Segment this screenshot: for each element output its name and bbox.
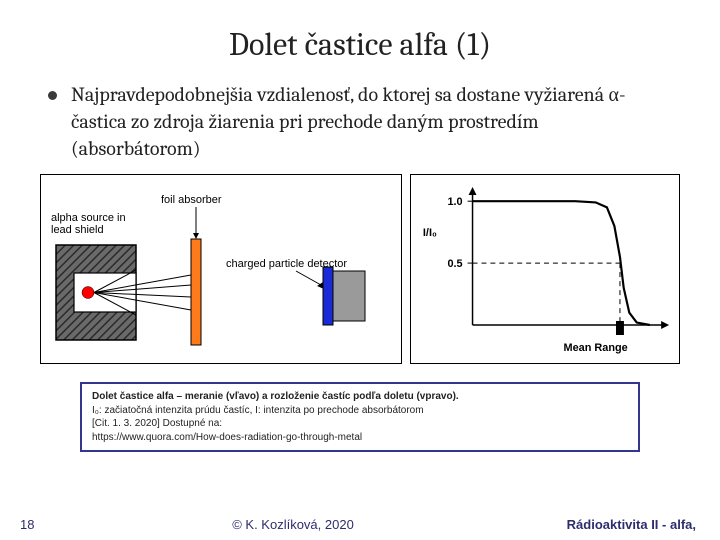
caption-link: https://www.quora.com/How-does-radiation…: [92, 432, 362, 443]
svg-text:I/I₀: I/I₀: [423, 227, 437, 239]
bullet-dot-icon: [48, 91, 57, 100]
diagram-left: alpha source inlead shieldfoil absorberc…: [40, 174, 402, 364]
chart-right: 1.0 0.5 I/I₀ Mean Range: [410, 174, 680, 364]
svg-text:lead shield: lead shield: [51, 224, 104, 236]
slide-footer: 18 © K. Kozlíková, 2020 Rádioaktivita II…: [0, 517, 720, 532]
svg-text:0.5: 0.5: [447, 258, 462, 270]
slide-title: Dolet častice alfa (1): [40, 26, 680, 63]
caption-title: Dolet častice alfa – meranie (vľavo) a r…: [92, 391, 459, 402]
svg-text:Mean Range: Mean Range: [564, 342, 628, 354]
page-number: 18: [20, 517, 60, 532]
figure-row: alpha source inlead shieldfoil absorberc…: [40, 174, 680, 364]
svg-text:foil absorber: foil absorber: [161, 194, 222, 206]
svg-text:1.0: 1.0: [447, 196, 462, 208]
footer-section: Rádioaktivita II - alfa,: [526, 517, 696, 532]
caption-line-2: I₀: začiatočná intenzita prúdu častíc, I…: [92, 405, 424, 416]
figure-caption: Dolet častice alfa – meranie (vľavo) a r…: [80, 382, 640, 452]
bullet-item: Najpravdepodobnejšia vzdialenosť, do kto…: [48, 81, 672, 162]
caption-line-3: [Cit. 1. 3. 2020] Dostupné na:: [92, 418, 222, 429]
svg-text:alpha source in: alpha source in: [51, 212, 126, 224]
footer-copyright: © K. Kozlíková, 2020: [60, 517, 526, 532]
bullet-text: Najpravdepodobnejšia vzdialenosť, do kto…: [71, 81, 672, 162]
